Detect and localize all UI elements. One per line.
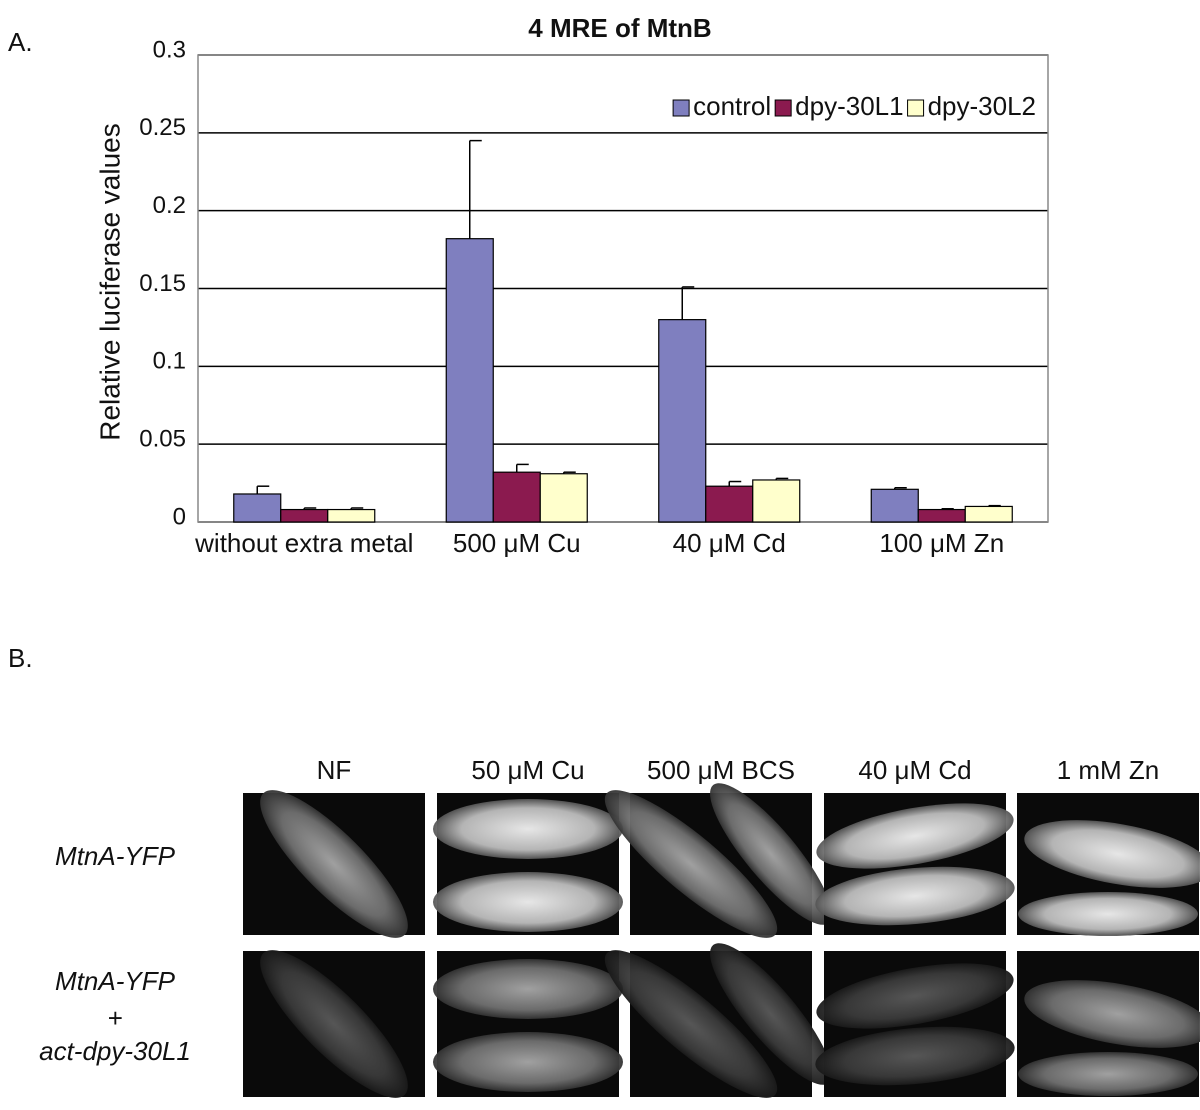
specimen	[1018, 1052, 1198, 1096]
specimen	[1018, 892, 1198, 936]
specimen	[433, 872, 623, 932]
micrograph-content	[260, 790, 408, 938]
x-tick-label-box: 100 μM Zn	[879, 528, 1005, 558]
micrograph-content	[604, 943, 832, 1098]
specimen	[604, 790, 778, 938]
legend-swatch	[907, 99, 925, 117]
y-axis-label: Relative luciferase values	[94, 123, 125, 441]
chart-title: 4 MRE of MtnB	[528, 13, 711, 43]
column-label: 50 μM Cu	[471, 755, 584, 785]
bar	[917, 508, 966, 523]
x-tick-label-box: 40 μM Cd	[672, 528, 786, 558]
bar	[327, 508, 376, 523]
bar	[539, 473, 588, 523]
specimen	[433, 959, 623, 1019]
x-tick-label-box: 500 μM Cu	[452, 528, 581, 558]
micrograph-content	[260, 950, 408, 1098]
column-label: 1 mM Zn	[1057, 755, 1160, 785]
column-label: 40 μM Cd	[858, 755, 971, 785]
panel-label: A.	[8, 27, 33, 57]
row-label: MtnA-YFP	[55, 841, 176, 871]
specimen	[710, 783, 832, 925]
column-label: NF	[317, 755, 352, 785]
row-label: act-dpy-30L1	[39, 1036, 191, 1066]
x-tick-label-box: without extra metal	[195, 528, 414, 558]
specimen	[815, 866, 1015, 926]
plot-frame	[197, 54, 1049, 523]
bar	[492, 471, 541, 523]
legend-label: control	[693, 91, 771, 121]
micrograph-content	[1018, 820, 1200, 936]
x-tick-label: 40 μM Cd	[672, 528, 786, 558]
bar	[445, 238, 494, 523]
specimen	[816, 963, 1014, 1029]
micrograph-content	[1018, 980, 1200, 1096]
y-tick-label: 0.15	[139, 270, 186, 297]
specimen	[604, 950, 778, 1098]
panel-label: B.	[8, 643, 33, 673]
bar	[658, 319, 707, 523]
y-tick-label: 0.2	[153, 192, 186, 219]
bar	[233, 493, 282, 523]
legend-label: dpy-30L2	[928, 91, 1036, 121]
x-tick-label: 100 μM Zn	[879, 528, 1005, 558]
bar	[870, 488, 919, 523]
bar	[280, 508, 329, 523]
micrograph-content	[815, 803, 1015, 926]
x-tick-label: without extra metal	[195, 528, 414, 558]
column-label: 500 μM BCS	[647, 755, 795, 785]
specimen	[816, 803, 1014, 869]
specimen	[1024, 820, 1200, 888]
bar	[752, 479, 801, 523]
x-tick-label: 500 μM Cu	[452, 528, 581, 558]
specimen	[260, 950, 408, 1098]
y-tick-label: 0.3	[153, 36, 186, 63]
micrograph-content	[815, 963, 1015, 1086]
legend-swatch	[774, 99, 792, 117]
y-tick-label: 0.05	[139, 426, 186, 453]
y-tick-label: 0	[173, 503, 186, 530]
specimen	[710, 943, 832, 1085]
legend-label: dpy-30L1	[795, 91, 903, 121]
y-tick-label: 0.25	[139, 114, 186, 141]
bar	[705, 485, 754, 523]
row-label: MtnA-YFP	[55, 966, 176, 996]
specimen	[260, 790, 408, 938]
micrograph-content	[433, 799, 623, 932]
legend-swatch	[672, 99, 690, 117]
bar	[964, 505, 1013, 523]
specimen	[815, 1026, 1015, 1086]
micrograph-content	[433, 959, 623, 1092]
specimen	[433, 799, 623, 859]
row-label: +	[107, 1003, 122, 1033]
micrograph-content	[604, 783, 832, 938]
specimen	[1024, 980, 1200, 1048]
specimen	[433, 1032, 623, 1092]
y-tick-label: 0.1	[153, 348, 186, 375]
